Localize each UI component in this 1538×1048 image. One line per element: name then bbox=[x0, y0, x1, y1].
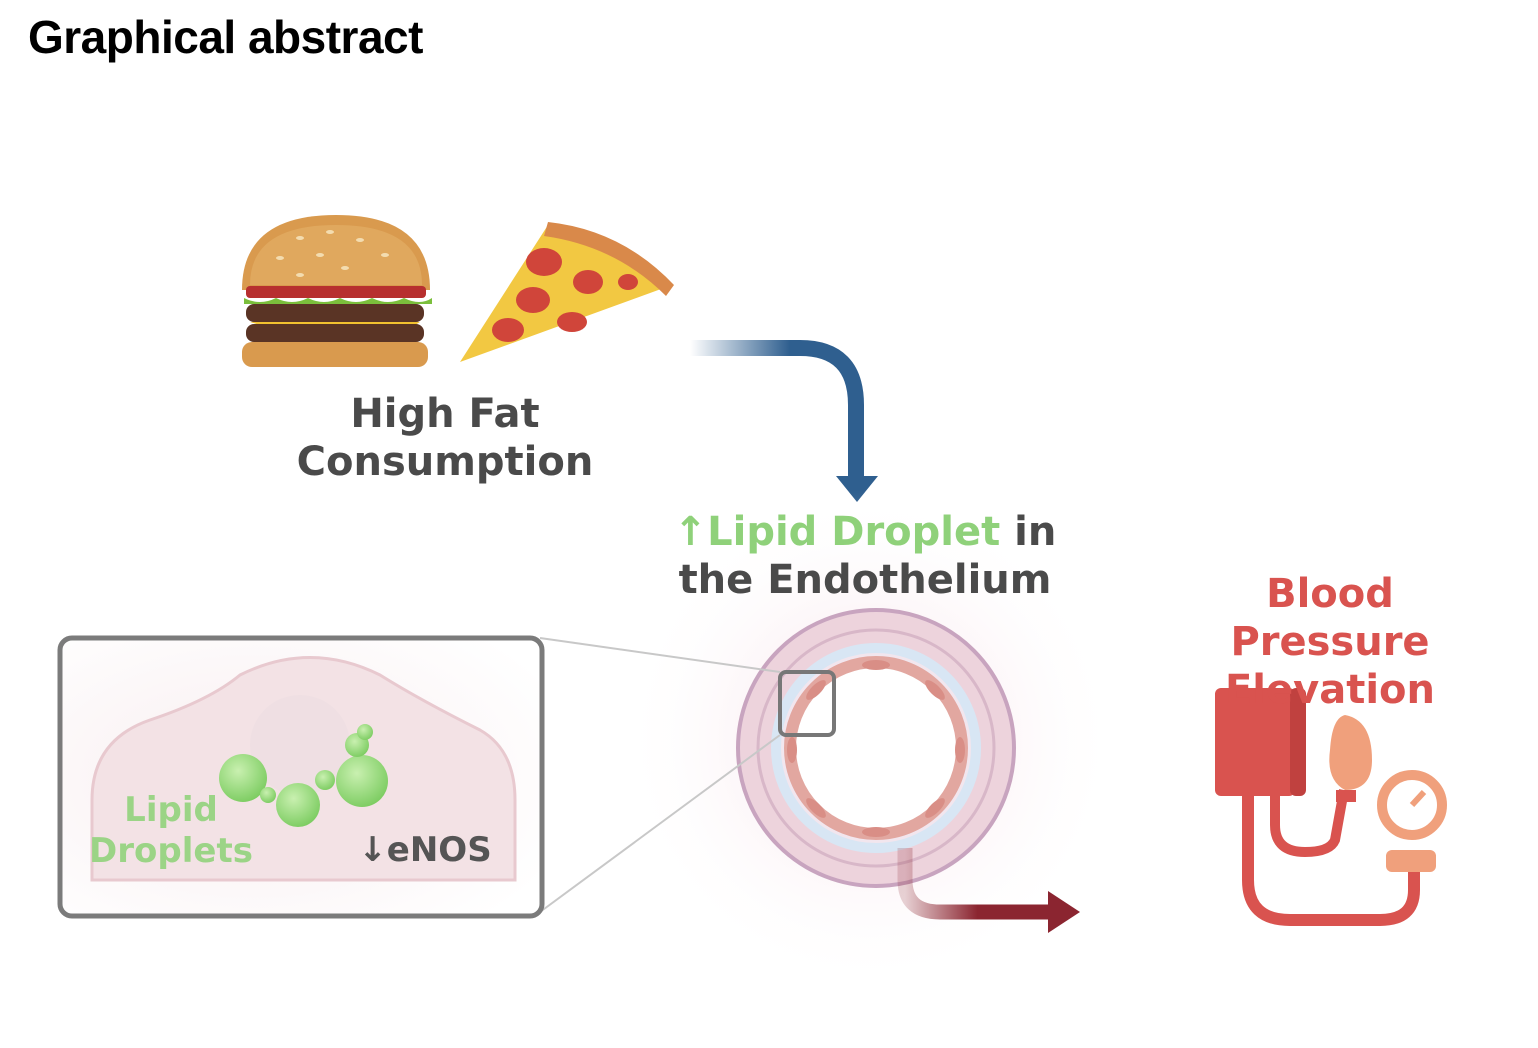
blood-vessel-icon bbox=[736, 608, 1016, 888]
lipid-in-word: in bbox=[1000, 509, 1057, 555]
lipid-droplets-icon bbox=[219, 724, 388, 827]
endothelium-line: the Endothelium bbox=[678, 557, 1052, 603]
red-curved-arrow bbox=[897, 848, 1080, 933]
inset-lipid-droplets-label: Lipid Droplets bbox=[86, 790, 256, 872]
page-title: Graphical abstract bbox=[28, 11, 423, 63]
inset-lipid-line1: Lipid bbox=[124, 790, 218, 830]
inset-lipid-line2: Droplets bbox=[89, 830, 253, 871]
bp-line1: Blood Pressure bbox=[1230, 571, 1430, 665]
blood-pressure-elevation-label: Blood Pressure Elevation bbox=[1160, 570, 1500, 714]
endothelial-cell-inset bbox=[57, 635, 545, 919]
high-fat-line1: High Fat bbox=[350, 391, 540, 437]
up-arrow-glyph: ↑ bbox=[673, 509, 708, 555]
blood-pressure-monitor-icon bbox=[1215, 688, 1447, 926]
high-fat-consumption-label: High Fat Consumption bbox=[290, 390, 600, 486]
inset-enos-label: ↓eNOS bbox=[358, 830, 492, 870]
bp-line2: Elevation bbox=[1224, 667, 1436, 713]
zoom-indicator bbox=[539, 637, 836, 913]
blue-curved-arrow bbox=[690, 340, 878, 502]
high-fat-line2: Consumption bbox=[296, 439, 594, 485]
pizza-icon bbox=[460, 222, 674, 362]
lipid-droplet-endothelium-label: ↑Lipid Droplet in the Endothelium bbox=[640, 508, 1090, 604]
burger-icon bbox=[242, 215, 432, 367]
lipid-droplet-term: Lipid Droplet bbox=[707, 509, 1001, 555]
